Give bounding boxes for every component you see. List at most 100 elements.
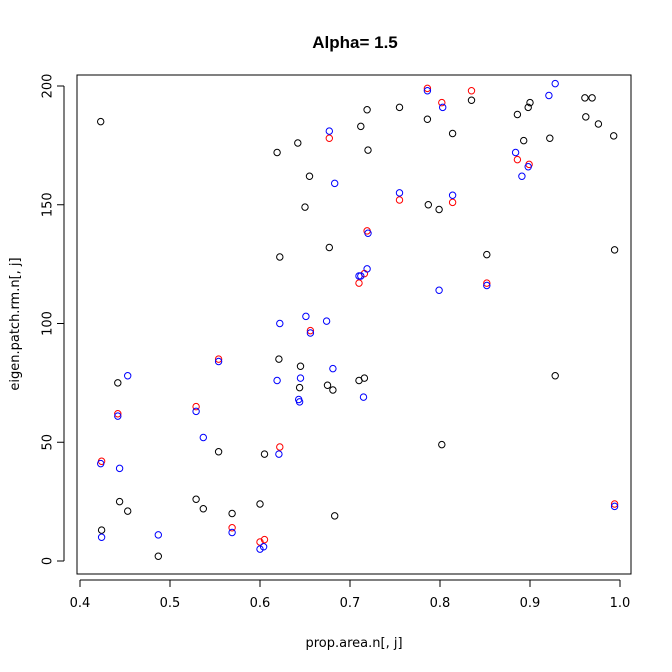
data-point <box>199 433 208 442</box>
data-point <box>360 374 369 382</box>
data-point <box>448 191 457 199</box>
data-point <box>524 103 532 112</box>
data-point <box>115 497 124 506</box>
data-point <box>483 250 491 259</box>
data-point <box>329 364 337 373</box>
data-point <box>483 281 491 290</box>
data-point <box>588 94 596 102</box>
x-tick-label: 0.8 <box>430 596 451 611</box>
data-point <box>423 115 432 123</box>
data-point <box>513 110 522 119</box>
data-point <box>325 134 333 142</box>
data-point <box>256 538 264 546</box>
data-point <box>424 201 432 209</box>
data-point <box>154 552 163 560</box>
data-point <box>228 509 236 518</box>
data-point <box>435 205 443 214</box>
data-point <box>154 531 163 539</box>
data-point <box>305 172 314 180</box>
data-point <box>520 136 528 145</box>
data-point <box>363 265 371 273</box>
data-point <box>423 84 432 93</box>
series-2 <box>97 84 619 546</box>
x-tick-label: 0.7 <box>340 596 361 611</box>
data-point <box>511 148 520 157</box>
data-point <box>355 279 363 287</box>
data-point <box>551 79 559 88</box>
data-point <box>273 148 281 157</box>
y-tick-label: 50 <box>41 434 56 451</box>
data-point <box>322 317 331 325</box>
data-point <box>273 376 281 385</box>
data-point <box>276 253 284 261</box>
data-point <box>435 286 443 294</box>
data-point <box>275 450 283 458</box>
y-tick-label: 150 <box>41 192 56 217</box>
x-tick-label: 0.6 <box>250 596 271 611</box>
data-point <box>551 372 559 380</box>
data-point <box>325 243 333 252</box>
data-point <box>467 87 476 95</box>
data-point <box>364 146 372 154</box>
data-point <box>610 132 618 140</box>
data-point <box>214 357 223 366</box>
data-point <box>115 464 124 473</box>
data-point <box>124 372 132 380</box>
data-point <box>395 103 404 112</box>
data-point <box>192 495 200 503</box>
data-point <box>228 528 236 537</box>
data-point <box>97 117 105 126</box>
data-point <box>610 500 619 508</box>
data-point <box>581 94 589 102</box>
data-point <box>594 120 603 128</box>
data-point <box>448 129 457 138</box>
data-point <box>295 398 304 406</box>
data-point <box>331 512 339 520</box>
data-point <box>363 106 371 114</box>
data-point <box>610 502 619 511</box>
data-point <box>192 407 200 416</box>
data-point <box>359 393 368 401</box>
data-point <box>97 459 105 468</box>
data-point <box>518 172 526 180</box>
data-point <box>259 543 268 551</box>
data-point <box>260 450 269 458</box>
data-point <box>97 533 106 541</box>
data-point <box>483 279 491 287</box>
data-point <box>438 98 446 107</box>
data-point <box>260 535 269 544</box>
data-point <box>448 198 457 207</box>
data-point <box>228 524 236 532</box>
y-tick-label: 100 <box>41 311 56 336</box>
data-point <box>295 383 304 392</box>
data-point <box>395 196 404 204</box>
data-point <box>513 155 522 164</box>
y-tick-label: 200 <box>41 74 56 99</box>
x-tick-label: 0.5 <box>160 596 181 611</box>
y-axis-label: eigen.patch.rm.n[, j] <box>8 257 23 390</box>
data-point <box>256 500 264 508</box>
data-point <box>276 319 284 328</box>
data-point <box>329 386 337 394</box>
data-point <box>275 355 283 363</box>
data-point <box>296 374 305 382</box>
series-1 <box>97 94 619 560</box>
data-point <box>114 412 122 420</box>
data-point <box>545 91 553 100</box>
data-point <box>325 127 333 135</box>
data-point <box>192 402 200 411</box>
data-point <box>114 410 122 418</box>
chart-title: Alpha= 1.5 <box>312 33 398 52</box>
y-axis: 0 50 100 150 200 <box>41 74 65 565</box>
data-point <box>294 139 302 147</box>
data-point <box>97 526 106 534</box>
data-point <box>276 443 284 451</box>
data-point <box>302 312 310 321</box>
data-point <box>301 203 309 211</box>
y-tick-label: 0 <box>41 557 56 565</box>
data-point <box>467 96 476 104</box>
data-point <box>610 246 619 254</box>
data-point <box>357 272 365 280</box>
data-point <box>364 229 372 237</box>
